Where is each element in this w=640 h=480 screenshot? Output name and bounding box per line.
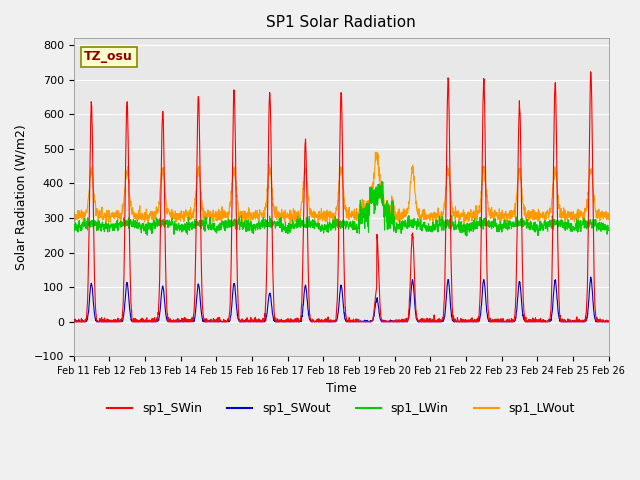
Text: TZ_osu: TZ_osu: [84, 50, 133, 63]
Y-axis label: Solar Radiation (W/m2): Solar Radiation (W/m2): [15, 124, 28, 270]
Legend: sp1_SWin, sp1_SWout, sp1_LWin, sp1_LWout: sp1_SWin, sp1_SWout, sp1_LWin, sp1_LWout: [102, 397, 580, 420]
Title: SP1 Solar Radiation: SP1 Solar Radiation: [266, 15, 416, 30]
X-axis label: Time: Time: [326, 382, 356, 395]
